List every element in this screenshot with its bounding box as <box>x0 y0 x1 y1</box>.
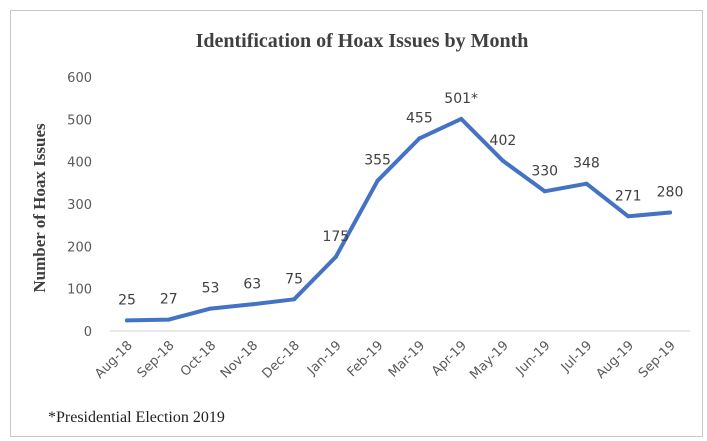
data-label: 25 <box>118 292 136 308</box>
data-label: 175 <box>322 229 349 245</box>
y-tick-label: 500 <box>67 113 92 128</box>
y-tick-label: 400 <box>67 156 92 171</box>
data-label: 455 <box>406 110 433 126</box>
data-point <box>668 210 672 215</box>
x-tick-label: Aug-18 <box>92 338 136 382</box>
data-label: 271 <box>615 188 642 204</box>
data-label: 402 <box>490 133 517 149</box>
y-tick-label: 100 <box>67 283 92 298</box>
chart-frame <box>10 10 703 437</box>
data-point <box>125 318 129 323</box>
data-point <box>333 254 338 259</box>
data-labels: 25 27 53 63 75 175 355 455 501* 402 330 348 271 280 <box>118 91 683 309</box>
data-label: 280 <box>657 184 684 200</box>
x-tick-label: Jun-19 <box>513 338 554 379</box>
footnote: *Presidential Election 2019 <box>48 409 225 426</box>
data-label: 63 <box>243 276 261 292</box>
y-tick-label: 0 <box>84 325 92 340</box>
x-tick-label: Sep-19 <box>636 338 679 381</box>
data-point <box>584 181 589 186</box>
chart-title: Identification of Hoax Issues by Month <box>196 30 529 52</box>
data-point <box>250 302 255 307</box>
data-label: 501* <box>444 91 478 107</box>
data-label: 348 <box>573 156 600 172</box>
x-tick-label: Feb-19 <box>345 338 387 380</box>
data-label: 355 <box>364 153 391 169</box>
x-tick-label: Jan-19 <box>304 338 345 379</box>
y-axis-label: Number of Hoax Issues <box>30 123 49 293</box>
x-tick-label: Sep-18 <box>135 338 178 381</box>
series-line <box>125 116 672 323</box>
y-tick-label: 600 <box>67 71 92 86</box>
x-tick-label: Apr-19 <box>429 338 470 379</box>
data-label: 75 <box>285 271 303 287</box>
data-point <box>500 158 505 163</box>
x-tick-label: Oct-18 <box>178 338 220 380</box>
data-point <box>375 178 380 183</box>
y-axis-ticks: 0 100 200 300 400 500 600 <box>67 71 92 340</box>
y-tick-label: 200 <box>67 240 92 255</box>
x-tick-label: Dec-18 <box>259 338 302 381</box>
x-tick-label: Aug-19 <box>593 338 637 382</box>
y-tick-label: 300 <box>67 198 92 213</box>
data-point <box>542 189 547 194</box>
data-label: 53 <box>202 281 220 297</box>
data-points <box>125 116 672 323</box>
data-point <box>459 116 464 121</box>
x-tick-label: May-19 <box>467 338 511 382</box>
data-point <box>417 136 422 141</box>
x-tick-label: Nov-18 <box>218 338 261 381</box>
data-point <box>292 297 297 302</box>
x-tick-label: Mar-19 <box>386 338 428 380</box>
data-point <box>626 214 631 219</box>
data-label: 27 <box>160 292 178 308</box>
x-tick-label: Jul-19 <box>558 338 595 375</box>
data-label: 330 <box>531 163 558 179</box>
data-point <box>208 306 213 311</box>
data-point <box>166 317 171 322</box>
